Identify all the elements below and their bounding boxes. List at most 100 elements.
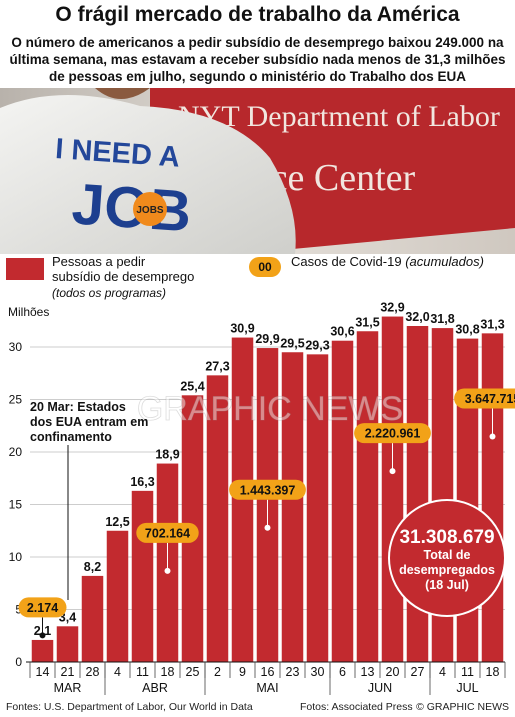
lockdown-annotation-3: confinamento bbox=[30, 430, 112, 444]
neck bbox=[95, 88, 150, 99]
legend-bars-note: (todos os programas) bbox=[52, 286, 166, 300]
total-value: 31.308.679 bbox=[399, 527, 494, 548]
x-tick-label: 18 bbox=[161, 665, 175, 679]
legend-covid-chip-text: 00 bbox=[258, 260, 272, 274]
covid-value-label: 1.443.397 bbox=[240, 483, 296, 497]
bar bbox=[206, 375, 229, 662]
x-tick-label: 13 bbox=[361, 665, 375, 679]
legend-bars-label-1: Pessoas a pedir bbox=[52, 254, 146, 269]
covid-chip bbox=[136, 522, 199, 543]
covid-marker bbox=[389, 468, 396, 475]
y-axis-label: Milhões bbox=[8, 305, 49, 319]
month-label: JUL bbox=[456, 681, 478, 695]
x-tick-label: 6 bbox=[339, 665, 346, 679]
bar-value-label: 32,0 bbox=[405, 310, 429, 324]
bar-value-label: 18,9 bbox=[155, 448, 179, 462]
x-tick-label: 16 bbox=[261, 665, 275, 679]
total-label-1: Total de bbox=[424, 548, 471, 562]
x-tick-label: 9 bbox=[239, 665, 246, 679]
bar-value-label: 29,3 bbox=[305, 338, 329, 352]
covid-chip bbox=[18, 597, 67, 618]
bar-value-label: 31,3 bbox=[480, 317, 504, 331]
y-tick-label: 20 bbox=[9, 445, 23, 459]
bar bbox=[31, 639, 54, 662]
covid-value-label: 2.220.961 bbox=[365, 427, 421, 441]
lockdown-annotation-1: 20 Mar: Estados bbox=[30, 400, 126, 414]
page-title: O frágil mercado de trabalho da América bbox=[55, 3, 460, 26]
y-tick-label: 30 bbox=[9, 340, 23, 354]
x-tick-label: 20 bbox=[386, 665, 400, 679]
bar bbox=[281, 352, 304, 662]
page-subtitle: O número de americanos a pedir subsídio … bbox=[9, 35, 506, 84]
x-tick-label: 21 bbox=[61, 665, 75, 679]
legend-bars-label-2: subsídio de desemprego bbox=[52, 269, 194, 284]
month-label: JUN bbox=[368, 681, 392, 695]
covid-marker bbox=[164, 567, 171, 574]
bar-value-label: 29,9 bbox=[255, 332, 279, 346]
bar-value-label: 16,3 bbox=[130, 475, 154, 489]
covid-value-label: 702.164 bbox=[145, 526, 190, 540]
bar bbox=[131, 490, 154, 662]
y-tick-label: 0 bbox=[15, 655, 22, 669]
x-tick-label: 27 bbox=[411, 665, 425, 679]
y-tick-label: 25 bbox=[9, 393, 23, 407]
x-tick-label: 28 bbox=[86, 665, 100, 679]
y-tick-label: 10 bbox=[9, 550, 23, 564]
x-tick-label: 30 bbox=[311, 665, 325, 679]
t-shirt bbox=[0, 94, 296, 254]
x-tick-label: 18 bbox=[486, 665, 500, 679]
x-tick-label: 4 bbox=[114, 665, 121, 679]
photo-illustration: NYT Department of Labor rce Center I NEE… bbox=[0, 88, 515, 254]
legend-covid-label: Casos de Covid-19 (acumulados) bbox=[291, 254, 484, 269]
legend-covid-chip bbox=[249, 257, 281, 277]
bar-value-label: 32,9 bbox=[380, 301, 404, 315]
shirt-text-2: JOB bbox=[70, 171, 194, 244]
unemployment-chart: Pessoas a pedir subsídio de desemprego (… bbox=[6, 254, 515, 695]
covid-marker bbox=[39, 632, 46, 639]
x-tick-label: 11 bbox=[461, 665, 474, 679]
x-tick-label: 4 bbox=[439, 665, 446, 679]
bar bbox=[56, 626, 79, 662]
footer: Fontes: U.S. Department of Labor, Our Wo… bbox=[0, 700, 515, 717]
watermark: GRAPHIC NEWS bbox=[137, 390, 403, 428]
bar-value-label: 27,3 bbox=[205, 359, 229, 373]
footer-sources: Fontes: U.S. Department of Labor, Our Wo… bbox=[6, 701, 253, 713]
covid-chip bbox=[354, 423, 431, 444]
bar bbox=[381, 316, 404, 662]
covid-value-label: 2.174 bbox=[27, 601, 58, 615]
legend-bars-swatch bbox=[6, 258, 44, 280]
bar bbox=[331, 340, 354, 662]
x-tick-label: 25 bbox=[186, 665, 200, 679]
bar bbox=[106, 530, 129, 662]
bar-value-label: 31,5 bbox=[355, 315, 379, 329]
bar bbox=[81, 575, 104, 662]
jobs-badge bbox=[133, 192, 167, 226]
bar-value-label: 12,5 bbox=[105, 515, 129, 529]
footer-photos: Fotos: Associated Press bbox=[300, 701, 413, 713]
x-tick-label: 11 bbox=[136, 665, 149, 679]
month-label: MAR bbox=[54, 681, 82, 695]
covid-marker bbox=[264, 524, 271, 531]
bar bbox=[481, 333, 504, 662]
bar-value-label: 30,6 bbox=[330, 325, 354, 339]
x-tick-label: 23 bbox=[286, 665, 300, 679]
covid-value-label: 3.647.715 bbox=[465, 392, 515, 406]
x-tick-label: 14 bbox=[36, 665, 50, 679]
footer-copyright: © GRAPHIC NEWS bbox=[416, 701, 509, 713]
lockdown-annotation-2: dos EUA entram em bbox=[30, 415, 148, 429]
total-label-3: (18 Jul) bbox=[425, 578, 469, 592]
total-label-2: desempregados bbox=[399, 563, 495, 577]
y-tick-label: 15 bbox=[9, 498, 23, 512]
header-photo: NYT Department of Labor rce Center I NEE… bbox=[0, 88, 515, 254]
bar-value-label: 8,2 bbox=[84, 560, 101, 574]
x-tick-label: 2 bbox=[214, 665, 221, 679]
bar-value-label: 29,5 bbox=[280, 336, 304, 350]
total-circle bbox=[388, 499, 506, 617]
covid-chip bbox=[229, 479, 306, 500]
covid-marker bbox=[489, 433, 496, 440]
bar-value-label: 30,8 bbox=[455, 323, 479, 337]
month-label: MAI bbox=[256, 681, 278, 695]
bar-value-label: 25,4 bbox=[180, 379, 204, 393]
month-label: ABR bbox=[142, 681, 168, 695]
bar bbox=[356, 331, 379, 662]
